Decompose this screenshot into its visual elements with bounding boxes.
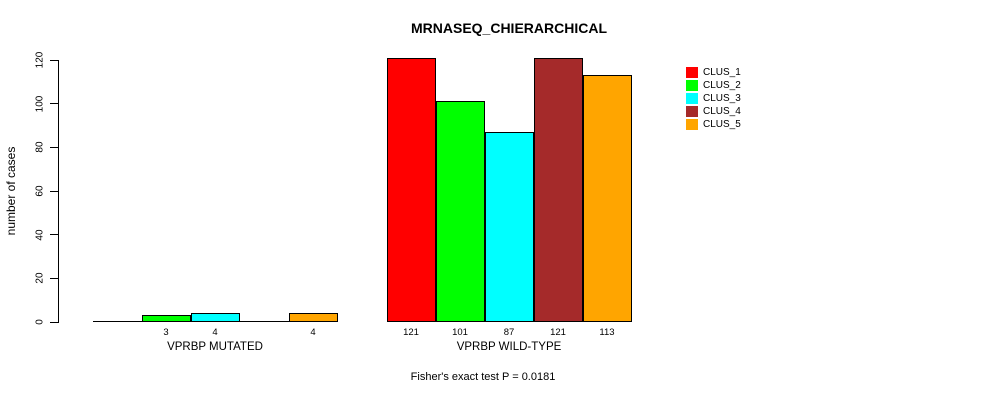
legend-swatch-icon xyxy=(686,119,698,130)
bar-value-label: 3 xyxy=(163,327,169,338)
bar-value-label: 113 xyxy=(599,327,615,338)
y-tick-label: 80 xyxy=(34,141,46,153)
bar-clus_3 xyxy=(484,132,534,322)
bar-value-label: 121 xyxy=(403,327,419,338)
y-tick-label: 0 xyxy=(34,319,46,325)
group-label: VPRBP WILD-TYPE xyxy=(456,341,562,353)
legend-entry: CLUS_3 xyxy=(686,92,741,105)
bar-value-label: 87 xyxy=(503,327,515,338)
legend-swatch-icon xyxy=(686,80,698,91)
y-axis-tick xyxy=(50,103,58,105)
legend-entry: CLUS_4 xyxy=(686,105,741,118)
y-axis-tick xyxy=(50,277,58,279)
bar-value-label: 101 xyxy=(452,327,468,338)
bar-clus_2 xyxy=(141,315,191,322)
legend-label: CLUS_4 xyxy=(703,106,741,117)
y-tick-label: 120 xyxy=(34,51,46,69)
bar-clus_5 xyxy=(582,75,632,322)
bar-value-label: 121 xyxy=(550,327,566,338)
bar-clus_1 xyxy=(386,58,436,322)
bar-clus_2 xyxy=(435,101,485,322)
legend-label: CLUS_3 xyxy=(703,93,741,104)
bar-clus_4 xyxy=(239,321,289,322)
y-axis-tick xyxy=(50,146,58,148)
legend-swatch-icon xyxy=(686,67,698,78)
y-axis-tick xyxy=(50,59,58,61)
bar-clus_5 xyxy=(288,313,338,322)
legend-entry: CLUS_1 xyxy=(686,66,741,79)
y-tick-label: 60 xyxy=(34,185,46,197)
legend-entry: CLUS_5 xyxy=(686,118,741,131)
legend: CLUS_1 CLUS_2 CLUS_3 CLUS_4 CLUS_5 xyxy=(686,66,741,131)
chart-title: MRNASEQ_CHIERARCHICAL xyxy=(410,20,608,36)
y-tick-label: 100 xyxy=(34,95,46,112)
y-tick-label: 20 xyxy=(34,272,46,284)
bar-clus_1 xyxy=(92,321,142,322)
y-axis-tick xyxy=(50,321,58,323)
legend-swatch-icon xyxy=(686,106,698,117)
bar-value-label: 4 xyxy=(212,327,218,338)
legend-label: CLUS_1 xyxy=(703,67,741,78)
bar-clus_3 xyxy=(190,313,240,322)
legend-entry: CLUS_2 xyxy=(686,79,741,92)
bar-clus_4 xyxy=(533,58,583,322)
y-axis-tick xyxy=(50,234,58,236)
y-axis-line xyxy=(58,60,59,323)
y-axis-tick xyxy=(50,190,58,192)
legend-swatch-icon xyxy=(686,93,698,104)
legend-label: CLUS_2 xyxy=(703,80,741,91)
y-tick-label: 40 xyxy=(34,229,46,241)
legend-label: CLUS_5 xyxy=(703,119,741,130)
group-label: VPRBP MUTATED xyxy=(167,341,263,353)
bar-value-label: 4 xyxy=(310,327,316,338)
footnote: Fisher's exact test P = 0.0181 xyxy=(410,371,556,383)
y-axis-label: number of cases xyxy=(4,146,18,236)
